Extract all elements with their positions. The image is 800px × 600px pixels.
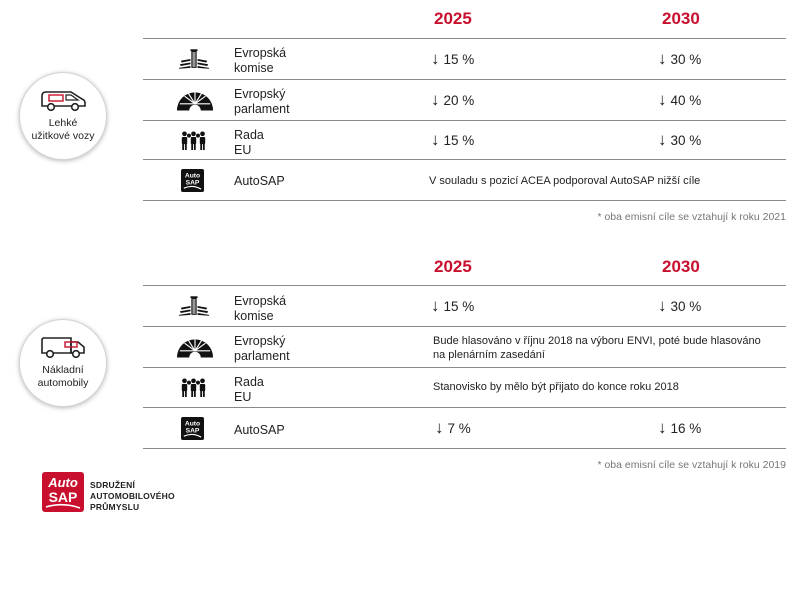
row-label: AutoSAP	[234, 423, 285, 437]
table-divider	[143, 159, 786, 160]
value-2025: ↓ 15 %	[431, 296, 475, 315]
value-2030: ↓ 30 %	[658, 130, 702, 149]
table-divider	[143, 120, 786, 121]
table-divider	[143, 38, 786, 39]
vehicle-badge-light-commercial: Lehké užitkové vozy	[19, 72, 107, 160]
value-2030: ↓ 40 %	[658, 90, 702, 109]
arrow-down-icon: ↓	[431, 90, 440, 109]
value-2030: ↓ 30 %	[658, 49, 702, 68]
building-pillars-icon	[179, 294, 209, 318]
badge-label: Lehké užitkové vozy	[31, 117, 95, 142]
footnote: * oba emisní cíle se vztahují k roku 201…	[597, 459, 786, 471]
arrow-down-icon: ↓	[431, 49, 440, 68]
table-row-council: Rada EU Stanovisko by mělo být přijato do…	[143, 368, 786, 407]
year-2030-header: 2030	[662, 257, 700, 276]
table-divider	[143, 367, 786, 368]
people-group-icon	[180, 376, 207, 400]
autosap-icon	[181, 417, 204, 440]
value-2025: ↓ 7 %	[435, 418, 471, 437]
footnote: * oba emisní cíle se vztahují k roku 202…	[597, 211, 786, 223]
row-label: Evropská komise	[234, 46, 287, 75]
table-divider	[143, 326, 786, 327]
badge-label: Nákladní automobily	[37, 364, 89, 389]
people-group-icon	[180, 129, 207, 153]
table-row-autosap: AutoSAP V souladu s pozicí ACEA podporov…	[143, 160, 786, 200]
autosap-icon	[181, 169, 204, 192]
row-label: Evropský parlament	[234, 334, 290, 363]
arrow-down-icon: ↓	[431, 130, 440, 149]
arrow-down-icon: ↓	[658, 90, 667, 109]
value-2025: ↓ 20 %	[431, 90, 475, 109]
table-divider	[143, 200, 786, 201]
autosap-logo: Auto SAP	[42, 472, 84, 512]
row-label: AutoSAP	[234, 174, 285, 188]
table-row-autosap: AutoSAP ↓ 7 % ↓ 16 %	[143, 408, 786, 448]
table-row-parliament: Evropský parlament ↓ 20 % ↓ 40 %	[143, 80, 786, 120]
vehicle-badge-trucks: Nákladní automobily	[19, 319, 107, 407]
table-divider	[143, 407, 786, 408]
value-2025: ↓ 15 %	[431, 49, 475, 68]
svg-text:Auto: Auto	[47, 475, 78, 490]
logo-text: SDRUŽENÍ AUTOMOBILOVÉHO PRŮMYSLU	[90, 480, 175, 512]
arrow-down-icon: ↓	[658, 49, 667, 68]
truck-icon	[41, 337, 85, 359]
row-label: Rada EU	[234, 375, 264, 404]
arrow-down-icon: ↓	[435, 418, 444, 437]
table-divider	[143, 79, 786, 80]
table-row-parliament: Evropský parlament Bude hlasováno v říjnu…	[143, 327, 786, 367]
parliament-dome-icon	[176, 335, 214, 359]
arrow-down-icon: ↓	[658, 130, 667, 149]
row-label: Evropská komise	[234, 294, 287, 323]
year-2030-header: 2030	[662, 9, 700, 28]
building-pillars-icon	[179, 47, 209, 71]
value-2025: ↓ 15 %	[431, 130, 475, 149]
parliament-dome-icon	[176, 88, 214, 112]
svg-text:SAP: SAP	[49, 489, 78, 505]
row-label: Evropský parlament	[234, 87, 290, 116]
arrow-down-icon: ↓	[431, 296, 440, 315]
table-divider	[143, 448, 786, 449]
van-icon	[41, 91, 86, 112]
arrow-down-icon: ↓	[658, 418, 667, 437]
value-2030: ↓ 30 %	[658, 296, 702, 315]
table-divider	[143, 285, 786, 286]
arrow-down-icon: ↓	[658, 296, 667, 315]
value-2030: ↓ 16 %	[658, 418, 702, 437]
row-label: Rada EU	[234, 128, 264, 157]
year-2025-header: 2025	[434, 257, 472, 276]
row-note: V souladu s pozicí ACEA podporoval AutoS…	[429, 175, 701, 187]
row-note: Bude hlasováno v říjnu 2018 na výboru EN…	[433, 335, 761, 361]
row-note: Stanovisko by mělo být přijato do konce …	[433, 381, 679, 393]
table-row-council: Rada EU ↓ 15 % ↓ 30 %	[143, 121, 786, 159]
year-2025-header: 2025	[434, 9, 472, 28]
table-row-commission: Evropská komise ↓ 15 % ↓ 30 %	[143, 286, 786, 326]
table-row-commission: Evropská komise ↓ 15 % ↓ 30 %	[143, 39, 786, 79]
